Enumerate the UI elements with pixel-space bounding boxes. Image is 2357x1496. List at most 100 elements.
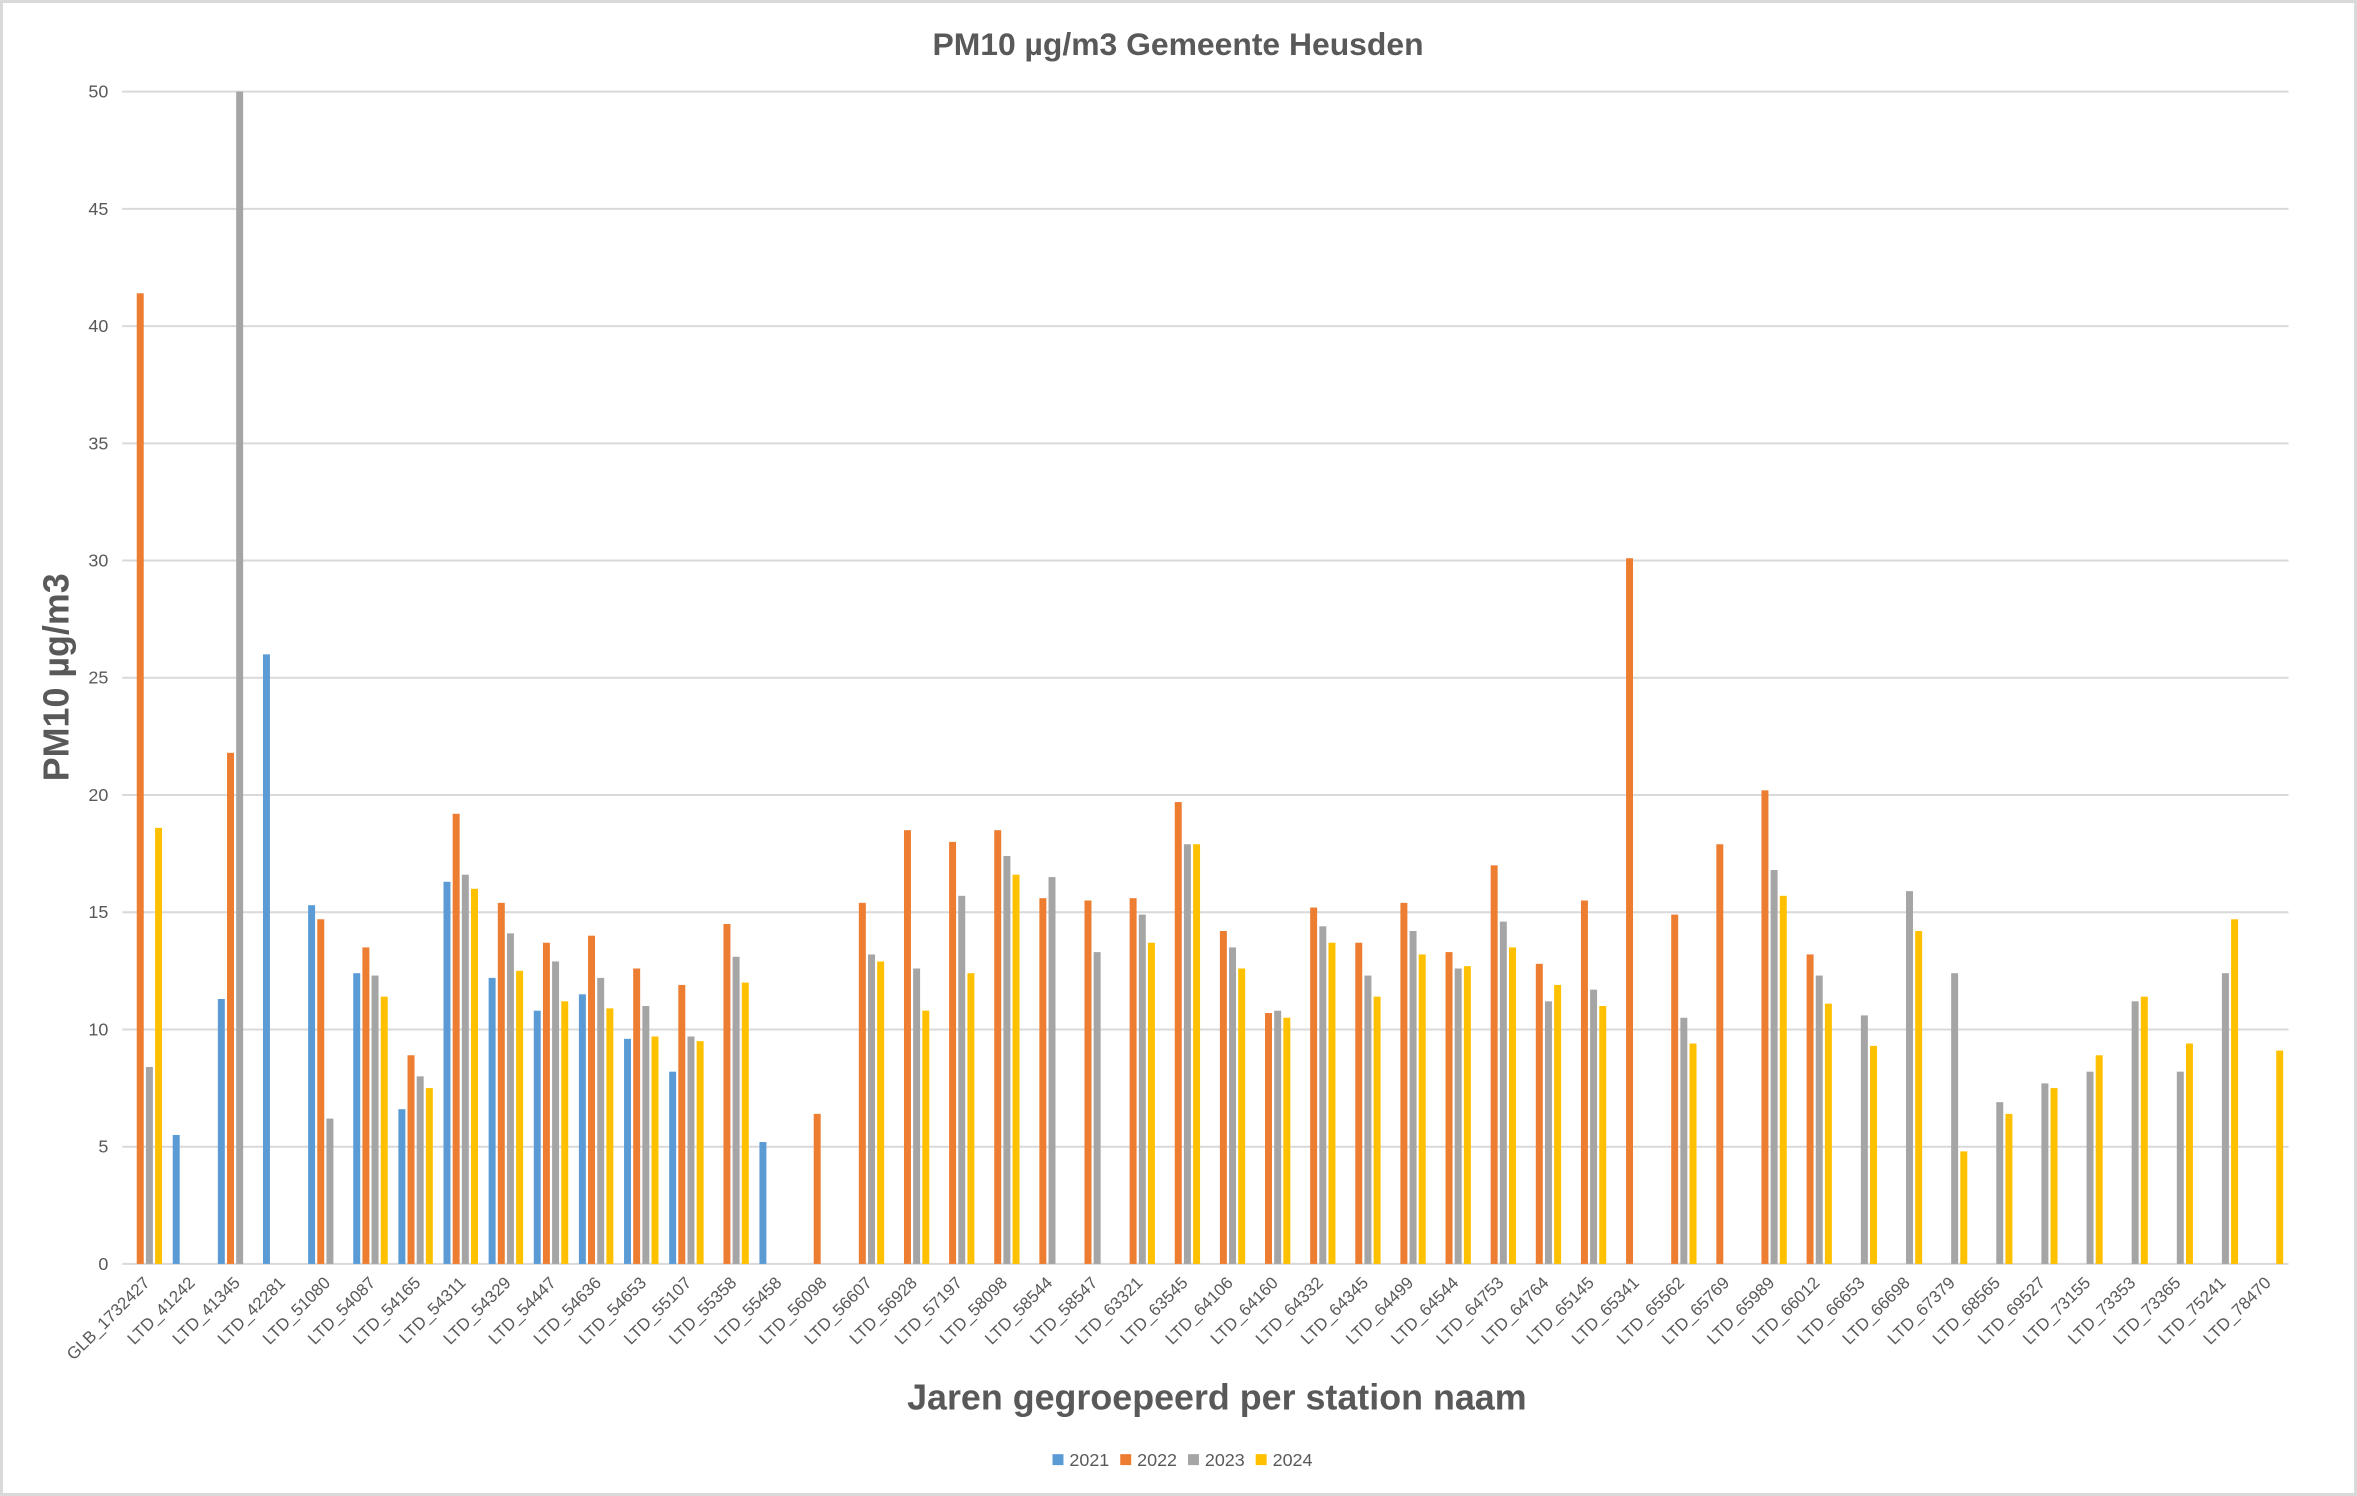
bar-LTD_58547-2023 — [1093, 952, 1101, 1264]
bar-LTD_54636-2022 — [588, 935, 596, 1264]
bar-LTD_54329-2022 — [497, 902, 505, 1264]
bar-LTD_55458-2021 — [759, 1142, 767, 1264]
bar-LTD_57197-2024 — [967, 973, 975, 1264]
y-tick-label: 40 — [88, 316, 108, 336]
bar-LTD_55358-2024 — [741, 982, 749, 1264]
bar-LTD_54653-2024 — [651, 1036, 659, 1264]
bar-LTD_63545-2022 — [1174, 802, 1182, 1264]
bar-LTD_66653-2023 — [1860, 1015, 1868, 1264]
bar-LTD_58098-2023 — [1003, 855, 1011, 1264]
bar-LTD_54653-2023 — [642, 1006, 650, 1264]
bar-LTD_64544-2023 — [1454, 968, 1462, 1264]
y-tick-label: 15 — [88, 902, 108, 922]
bar-LTD_63321-2022 — [1129, 898, 1137, 1264]
bar-LTD_66653-2024 — [1870, 1045, 1878, 1264]
bar-LTD_68565-2024 — [2005, 1113, 2013, 1264]
bar-LTD_75241-2023 — [2221, 973, 2229, 1264]
bar-LTD_58098-2022 — [994, 830, 1002, 1264]
bar-LTD_66012-2023 — [1815, 975, 1823, 1264]
bar-LTD_51080-2022 — [317, 919, 325, 1264]
bar-LTD_58098-2024 — [1012, 874, 1020, 1264]
bar-LTD_78470-2024 — [2276, 1050, 2284, 1264]
bar-LTD_58544-2022 — [1039, 898, 1047, 1264]
bar-LTD_65341-2022 — [1626, 558, 1634, 1264]
bar-LTD_54087-2022 — [362, 947, 370, 1264]
bar-LTD_65145-2024 — [1599, 1006, 1607, 1264]
bar-LTD_54653-2021 — [624, 1038, 631, 1264]
gridlines — [122, 90, 2289, 1265]
legend-swatch-2023 — [1187, 1454, 1199, 1466]
bar-LTD_64106-2023 — [1229, 947, 1237, 1264]
y-tick-label: 35 — [88, 433, 108, 453]
bar-LTD_56928-2022 — [903, 830, 911, 1264]
bar-LTD_63545-2023 — [1183, 844, 1191, 1264]
bar-LTD_64106-2022 — [1219, 930, 1227, 1264]
y-tick-label: 5 — [98, 1137, 108, 1157]
bar-LTD_51080-2023 — [326, 1118, 334, 1264]
y-tick-label: 0 — [98, 1254, 108, 1274]
bar-LTD_41242-2021 — [172, 1134, 180, 1264]
bar-LTD_54447-2024 — [561, 1001, 569, 1264]
bar-LTD_73155-2024 — [2095, 1055, 2103, 1264]
bar-LTD_54636-2021 — [578, 994, 586, 1264]
bar-GLB_1732427-2023 — [145, 1066, 153, 1264]
bar-LTD_42281-2021 — [262, 654, 270, 1264]
y-tick-label: 30 — [88, 551, 108, 571]
bar-LTD_65562-2024 — [1689, 1043, 1697, 1264]
bar-LTD_65562-2022 — [1671, 914, 1679, 1264]
bar-LTD_64499-2023 — [1409, 930, 1417, 1264]
bar-LTD_68565-2023 — [1996, 1102, 2004, 1264]
bar-LTD_64106-2024 — [1238, 968, 1246, 1264]
bar-LTD_54636-2024 — [606, 1008, 614, 1264]
bar-LTD_64160-2023 — [1274, 1010, 1282, 1264]
bar-LTD_54447-2023 — [552, 961, 560, 1264]
legend-swatch-2022 — [1120, 1454, 1132, 1466]
bars — [136, 91, 2284, 1264]
bar-LTD_66698-2024 — [1915, 930, 1923, 1264]
bar-LTD_55358-2023 — [732, 956, 740, 1264]
bar-LTD_63321-2024 — [1147, 942, 1155, 1264]
bar-LTD_57197-2022 — [949, 841, 957, 1264]
bar-LTD_75241-2024 — [2231, 919, 2239, 1264]
legend: 2021 2022 2023 2024 — [1052, 1450, 1313, 1470]
bar-LTD_56928-2024 — [922, 1010, 930, 1264]
bar-GLB_1732427-2022 — [136, 293, 144, 1264]
bar-LTD_69527-2024 — [2050, 1088, 2058, 1264]
bar-LTD_63545-2024 — [1193, 844, 1201, 1264]
bar-LTD_64499-2022 — [1400, 902, 1408, 1264]
legend-swatch-2024 — [1255, 1454, 1267, 1466]
bar-LTD_54087-2023 — [371, 975, 379, 1264]
bar-LTD_64345-2024 — [1373, 996, 1381, 1264]
bar-LTD_54311-2024 — [470, 888, 478, 1264]
legend-label-2024: 2024 — [1273, 1450, 1313, 1470]
y-axis-title: PM10 µg/m3 — [36, 573, 76, 781]
bar-LTD_64544-2022 — [1445, 952, 1453, 1264]
bar-LTD_64764-2024 — [1554, 984, 1562, 1264]
legend-label-2022: 2022 — [1137, 1450, 1177, 1470]
bar-LTD_54087-2021 — [353, 973, 361, 1264]
bar-LTD_54087-2024 — [380, 996, 388, 1264]
bar-LTD_73365-2023 — [2176, 1071, 2184, 1264]
bar-LTD_56928-2023 — [913, 968, 921, 1264]
bar-LTD_55107-2022 — [678, 984, 686, 1264]
legend-label-2021: 2021 — [1069, 1450, 1109, 1470]
bar-LTD_64764-2023 — [1544, 1001, 1552, 1264]
bar-LTD_64332-2022 — [1310, 907, 1318, 1264]
bar-LTD_64332-2024 — [1328, 942, 1336, 1264]
bar-LTD_56607-2024 — [877, 961, 885, 1264]
bar-LTD_54311-2022 — [452, 813, 460, 1264]
bar-LTD_64544-2024 — [1463, 966, 1471, 1264]
bar-LTD_55107-2023 — [687, 1036, 695, 1264]
bar-LTD_54447-2021 — [533, 1010, 541, 1264]
bar-LTD_58547-2022 — [1084, 900, 1092, 1264]
bar-LTD_64753-2022 — [1490, 865, 1498, 1264]
bar-LTD_65989-2022 — [1761, 790, 1769, 1264]
bar-LTD_58544-2023 — [1048, 877, 1056, 1264]
bar-LTD_54311-2021 — [443, 881, 451, 1264]
bar-LTD_63321-2023 — [1138, 914, 1146, 1264]
bar-LTD_65145-2022 — [1580, 900, 1588, 1264]
bar-LTD_56607-2022 — [858, 902, 866, 1264]
y-tick-label: 25 — [88, 668, 108, 688]
chart-title: PM10 µg/m3 Gemeente Heusden — [932, 26, 1423, 62]
